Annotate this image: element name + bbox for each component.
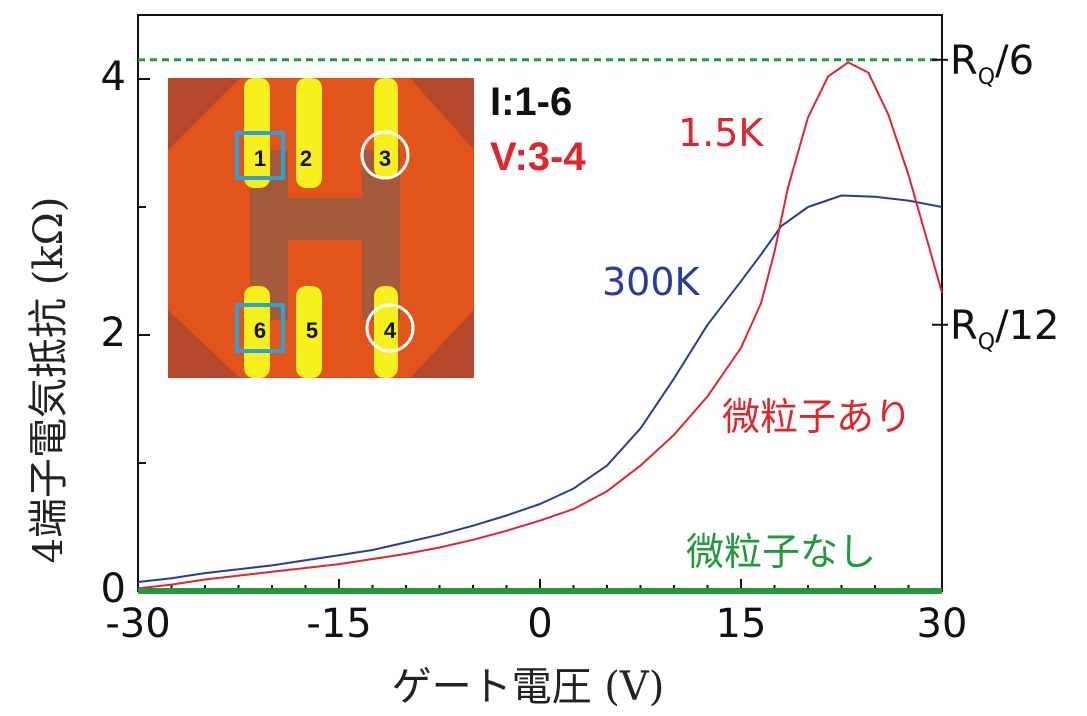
- device-inset-image: 1 2 3 6 5 4: [168, 78, 474, 378]
- electrode-label-4: 4: [384, 318, 397, 343]
- electrode-label-2: 2: [300, 146, 312, 171]
- x-tick-label-neg30: -30: [105, 601, 170, 647]
- right-label-rq12-main: R: [950, 303, 978, 349]
- y-axis-title: 4端子電気抵抗 (kΩ): [26, 197, 72, 564]
- x-tick-label-30: 30: [917, 601, 968, 647]
- y-tick-label-2: 2: [101, 310, 126, 356]
- series-layer: [137, 61, 943, 594]
- inset-legend-voltage: V:3-4: [490, 135, 586, 179]
- y-tick-label-0: 0: [101, 566, 126, 612]
- right-label-rq6-main: R: [950, 38, 978, 84]
- right-label-rq6-tail: /6: [995, 38, 1034, 84]
- right-label-rq6-sub: Q: [978, 65, 995, 90]
- electrode-label-6: 6: [254, 318, 266, 343]
- x-tick-label-15: 15: [716, 601, 767, 647]
- right-label-rq6: RQ/6: [950, 38, 1034, 90]
- voltage-electrode-marker-3: [360, 130, 410, 180]
- right-label-rq12: RQ/12: [950, 303, 1060, 355]
- x-tick-label-neg15: -15: [306, 601, 371, 647]
- right-label-rq12-tail: /12: [995, 303, 1059, 349]
- annotation-without-particles: 微粒子なし: [686, 530, 876, 574]
- inset-legend-current: I:1-6: [490, 80, 572, 124]
- x-tick-label-0: 0: [527, 601, 552, 647]
- y-tick-label-4: 4: [101, 54, 126, 100]
- electrode-label-3: 3: [379, 146, 391, 171]
- series-line-0: [137, 194, 943, 583]
- annotation-with-particles: 微粒子あり: [722, 395, 912, 439]
- current-electrode-marker-1: [235, 131, 285, 180]
- series-label-1-5k: 1.5K: [678, 111, 764, 155]
- current-electrode-marker-6: [235, 303, 285, 353]
- right-label-rq12-sub: Q: [978, 330, 995, 355]
- electrode-label-1: 1: [254, 146, 266, 171]
- voltage-electrode-marker-4: [365, 303, 415, 353]
- series-line-1: [137, 61, 943, 590]
- series-label-300k: 300K: [602, 260, 701, 304]
- x-axis-title: ゲート電圧 (V): [392, 664, 665, 710]
- electrode-label-5: 5: [306, 318, 318, 343]
